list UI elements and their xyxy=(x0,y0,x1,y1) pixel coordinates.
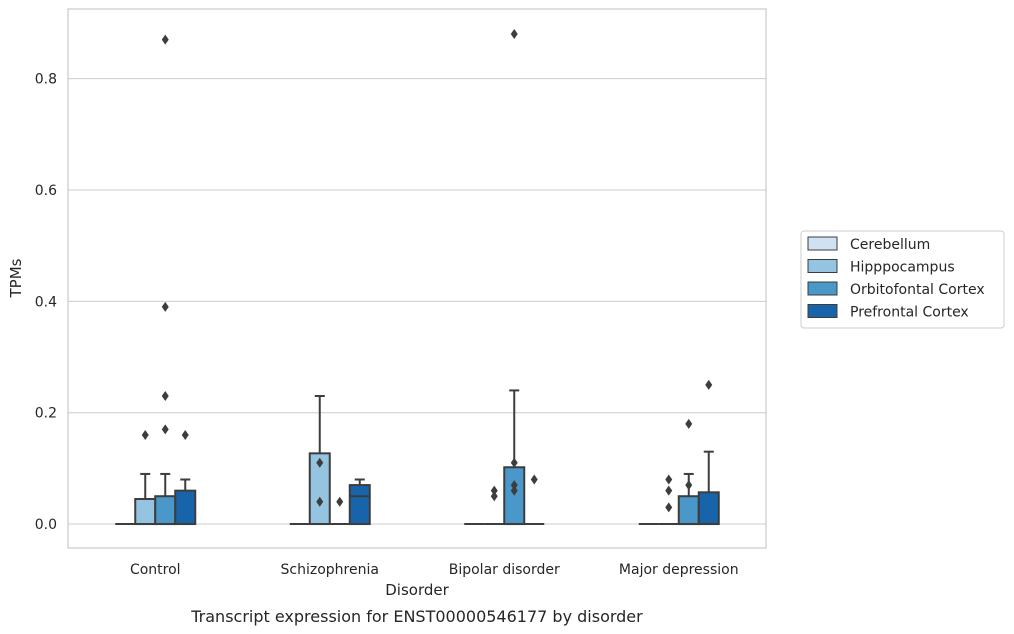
box-body xyxy=(134,498,157,526)
box-hipppocampus xyxy=(134,429,157,526)
x-tick-label: Bipolar disorder xyxy=(449,562,560,578)
outlier-point xyxy=(510,457,518,468)
outlier-point xyxy=(161,301,169,312)
outlier-point xyxy=(510,29,518,40)
chart-caption: Transcript expression for ENST0000054617… xyxy=(190,607,643,626)
outlier-point xyxy=(490,491,498,502)
outlier-point xyxy=(705,379,713,390)
box-hipppocampus xyxy=(308,394,331,526)
outlier-point xyxy=(141,429,149,440)
y-axis-title: TPMs xyxy=(7,258,25,298)
legend-label: Orbitofontal Cortex xyxy=(850,282,985,298)
outlier-point xyxy=(530,474,538,485)
box-prefrontal-cortex xyxy=(174,429,197,526)
x-axis-title: Disorder xyxy=(385,581,449,599)
legend-label: Cerebellum xyxy=(850,237,930,253)
outlier-point xyxy=(316,496,324,507)
box-body xyxy=(154,495,177,526)
outlier-point xyxy=(161,390,169,401)
legend-frame xyxy=(800,230,1005,329)
outlier-point xyxy=(161,34,169,45)
box-orbitofontal-cortex xyxy=(154,34,177,526)
plot-frame xyxy=(67,8,767,549)
box-series xyxy=(115,29,720,526)
box-hipppocampus xyxy=(658,474,679,526)
legend-swatch xyxy=(807,236,838,251)
outlier-point xyxy=(665,502,673,513)
box-hipppocampus xyxy=(484,485,505,526)
outlier-point xyxy=(510,480,518,491)
box-body xyxy=(697,491,720,526)
outlier-point xyxy=(685,480,693,491)
y-tick-label: 0.2 xyxy=(35,406,57,422)
x-tick-label: Control xyxy=(130,562,181,578)
box-prefrontal-cortex xyxy=(697,379,720,526)
box-body xyxy=(503,466,526,526)
y-tick-label: 0.8 xyxy=(35,72,57,88)
outlier-point xyxy=(161,424,169,435)
outlier-point xyxy=(665,485,673,496)
box-body xyxy=(348,484,371,526)
outlier-point xyxy=(490,485,498,496)
box-orbitofontal-cortex xyxy=(329,496,350,526)
legend-swatch xyxy=(807,304,838,318)
legend: Cerebellum Hipppocampus Orbitofontal Corte… xyxy=(800,230,1005,329)
outlier-point xyxy=(510,485,518,496)
box-prefrontal-cortex xyxy=(524,474,545,526)
box-body xyxy=(174,489,197,526)
legend-label: Prefrontal Cortex xyxy=(850,305,969,321)
box-prefrontal-cortex xyxy=(348,478,371,526)
y-tick-label: 0.4 xyxy=(35,294,57,310)
outlier-point xyxy=(665,474,673,485)
y-tick-label: 0.0 xyxy=(35,517,57,533)
outlier-point xyxy=(316,457,324,468)
legend-swatch xyxy=(807,281,838,296)
box-body xyxy=(677,495,700,526)
legend-swatch xyxy=(807,259,838,273)
x-tick-labels: Control Schizophrenia Bipolar disorder Majo… xyxy=(130,562,739,578)
x-tick-label: Major depression xyxy=(619,562,739,578)
legend-label: Hipppocampus xyxy=(850,260,955,276)
box-orbitofontal-cortex xyxy=(677,418,700,526)
box-orbitofontal-cortex xyxy=(503,29,526,526)
plot-area xyxy=(68,9,766,548)
y-tick-labels: 0.0 0.2 0.4 0.6 0.8 xyxy=(35,72,57,533)
x-tick-label: Schizophrenia xyxy=(281,562,379,578)
outlier-point xyxy=(685,418,693,429)
outlier-point xyxy=(336,496,344,507)
y-tick-label: 0.6 xyxy=(35,183,57,199)
outlier-point xyxy=(181,429,189,440)
